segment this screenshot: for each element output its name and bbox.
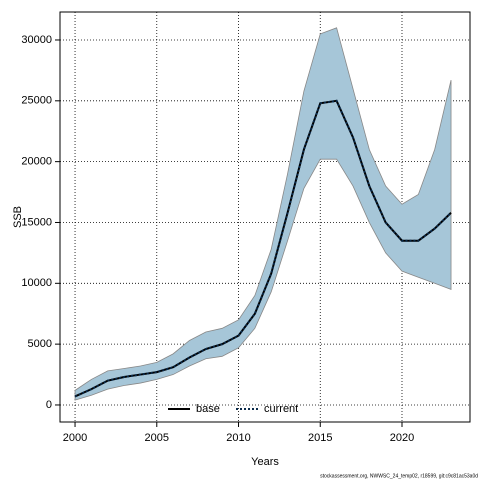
footnote: stockassessment.org, NWWSC_24_temp02, r1…	[320, 473, 478, 479]
y-tick-label: 5000	[28, 338, 52, 350]
y-tick-label: 10000	[21, 277, 52, 289]
y-axis-label: SSB	[12, 206, 24, 228]
legend-label: current	[264, 403, 298, 415]
confidence-band	[74, 27, 452, 401]
legend-label: base	[196, 403, 220, 415]
plot-frame	[59, 11, 471, 423]
x-tick-label: 2005	[145, 432, 169, 444]
x-tick-label: 2010	[226, 432, 250, 444]
y-tick-label: 25000	[21, 95, 52, 107]
y-tick-label: 15000	[21, 216, 52, 228]
series-line	[74, 99, 452, 398]
x-tick-label: 2015	[308, 432, 332, 444]
x-tick-label: 2000	[63, 432, 87, 444]
y-tick-label: 30000	[21, 34, 52, 46]
y-tick-label: 0	[46, 399, 52, 411]
x-axis-label: Years	[251, 456, 279, 468]
y-tick-label: 20000	[21, 156, 52, 168]
x-tick-label: 2020	[390, 432, 414, 444]
